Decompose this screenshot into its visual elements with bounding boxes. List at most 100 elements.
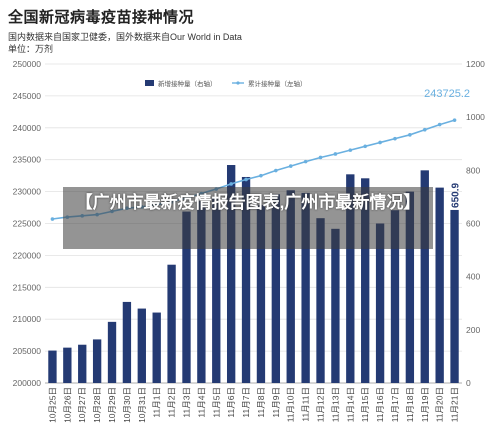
line-point bbox=[393, 136, 397, 141]
bar bbox=[182, 211, 191, 383]
left-tick-label: 235000 bbox=[13, 155, 42, 165]
unit-note: 单位：万剂 bbox=[8, 44, 54, 54]
right-tick-label: 1000 bbox=[466, 112, 485, 122]
bar bbox=[286, 190, 295, 383]
bar bbox=[301, 192, 310, 383]
right-tick-label: 800 bbox=[466, 165, 480, 175]
left-tick-label: 200000 bbox=[13, 378, 42, 388]
legend-marker-line bbox=[236, 81, 240, 85]
bar bbox=[405, 191, 415, 383]
line-end-label: 243725.2 bbox=[424, 88, 470, 100]
legend-label-bar: 新增接种量（右轴） bbox=[158, 79, 217, 88]
bar-end-label: 650.9 bbox=[451, 182, 462, 207]
x-tick-label: 11月1日 bbox=[152, 387, 162, 418]
overlay-banner bbox=[63, 187, 433, 249]
left-tick-label: 215000 bbox=[13, 282, 42, 292]
line-point bbox=[348, 148, 353, 152]
x-tick-label: 11月6日 bbox=[226, 387, 236, 418]
bar bbox=[346, 174, 355, 383]
x-tick-label: 10月29日 bbox=[107, 387, 117, 423]
line-point bbox=[244, 177, 248, 182]
x-tick-label: 10月30日 bbox=[122, 387, 132, 423]
x-tick-label: 11月9日 bbox=[271, 387, 281, 418]
bar bbox=[78, 344, 87, 383]
left-tick-label: 240000 bbox=[13, 123, 42, 133]
line-point bbox=[259, 173, 263, 178]
right-tick-label: 600 bbox=[466, 219, 480, 229]
left-tick-label: 205000 bbox=[13, 346, 42, 356]
annotations: 243725.2 650.9 bbox=[424, 88, 470, 208]
bar bbox=[152, 312, 161, 383]
x-tick-label: 11月2日 bbox=[167, 387, 177, 418]
x-tick-label: 10月27日 bbox=[77, 387, 87, 423]
left-axis-ticks: 200000 205000 210000 215000 220000 225000 2300… bbox=[13, 59, 42, 388]
left-tick-label: 220000 bbox=[13, 250, 42, 260]
x-tick-label: 11月14日 bbox=[345, 387, 355, 422]
x-tick-label: 11月8日 bbox=[256, 387, 266, 418]
right-tick-label: 200 bbox=[466, 325, 480, 335]
x-tick-label: 11月13日 bbox=[330, 387, 340, 422]
x-tick-label: 11月17日 bbox=[390, 387, 400, 422]
x-tick-label: 11月5日 bbox=[211, 387, 221, 418]
bar bbox=[122, 301, 132, 383]
line-point bbox=[452, 118, 457, 122]
right-axis-ticks: 0 200 400 600 800 1000 1200 bbox=[466, 59, 485, 388]
x-tick-label: 11月19日 bbox=[420, 387, 430, 422]
bar bbox=[331, 228, 340, 383]
bar bbox=[256, 204, 266, 383]
line-point bbox=[437, 122, 442, 127]
bar bbox=[226, 165, 236, 383]
x-tick-label: 11月16日 bbox=[375, 387, 385, 422]
x-tick-label: 10月26日 bbox=[62, 387, 72, 423]
x-tick-label: 11月12日 bbox=[316, 387, 326, 422]
bar bbox=[450, 209, 459, 383]
x-tick-label: 11月15日 bbox=[360, 387, 370, 422]
left-tick-label: 245000 bbox=[13, 91, 42, 101]
line-point bbox=[363, 144, 367, 149]
bar bbox=[48, 350, 57, 383]
x-tick-label: 11月20日 bbox=[435, 387, 445, 422]
left-tick-label: 225000 bbox=[13, 219, 42, 229]
bar bbox=[241, 176, 251, 383]
x-tick-label: 11月7日 bbox=[241, 387, 251, 418]
line-point bbox=[229, 182, 233, 186]
x-tick-label: 10月28日 bbox=[92, 387, 102, 423]
bar bbox=[420, 170, 429, 383]
chart-title: 全国新冠病毒疫苗接种情况 bbox=[8, 9, 195, 26]
bar bbox=[92, 339, 102, 383]
line-point bbox=[333, 152, 338, 156]
legend: 新增接种量（右轴） 累计接种量（左轴） bbox=[145, 79, 307, 88]
x-tick-label: 10月25日 bbox=[47, 387, 57, 423]
x-tick-label: 10月31日 bbox=[137, 387, 147, 423]
bar bbox=[316, 218, 325, 383]
x-axis-ticks: 10月25日 10月26日 10月27日 10月28日 10月29日 10月30日 10月3… bbox=[47, 387, 459, 423]
line-point bbox=[408, 133, 412, 137]
bar bbox=[375, 223, 385, 383]
line-point bbox=[274, 168, 278, 173]
source-note: 国内数据来自国家卫健委，国外数据来自Our World in Data bbox=[8, 32, 242, 42]
bar bbox=[107, 321, 117, 383]
line-point bbox=[303, 159, 308, 164]
bar bbox=[435, 187, 444, 383]
bar-series bbox=[48, 165, 459, 383]
line-point bbox=[422, 127, 427, 132]
x-tick-label: 11月11日 bbox=[301, 387, 311, 422]
bar bbox=[390, 210, 400, 383]
bar bbox=[361, 178, 370, 383]
right-tick-label: 1200 bbox=[466, 59, 485, 69]
legend-label-line: 累计接种量（左轴） bbox=[248, 79, 307, 88]
bar bbox=[137, 308, 146, 383]
x-tick-label: 11月4日 bbox=[196, 387, 206, 418]
line-point bbox=[318, 155, 323, 160]
x-tick-label: 11月10日 bbox=[286, 387, 296, 422]
left-tick-label: 230000 bbox=[13, 187, 42, 197]
x-tick-label: 11月18日 bbox=[405, 387, 415, 422]
bar bbox=[212, 198, 221, 383]
bar bbox=[197, 200, 206, 383]
bar bbox=[271, 194, 281, 383]
overlay-text: 【广州市最新疫情报告图表,广州市最新情况】 bbox=[75, 193, 421, 212]
right-tick-label: 0 bbox=[466, 378, 471, 388]
x-tick-label: 11月21日 bbox=[450, 387, 460, 422]
bar bbox=[167, 264, 176, 383]
